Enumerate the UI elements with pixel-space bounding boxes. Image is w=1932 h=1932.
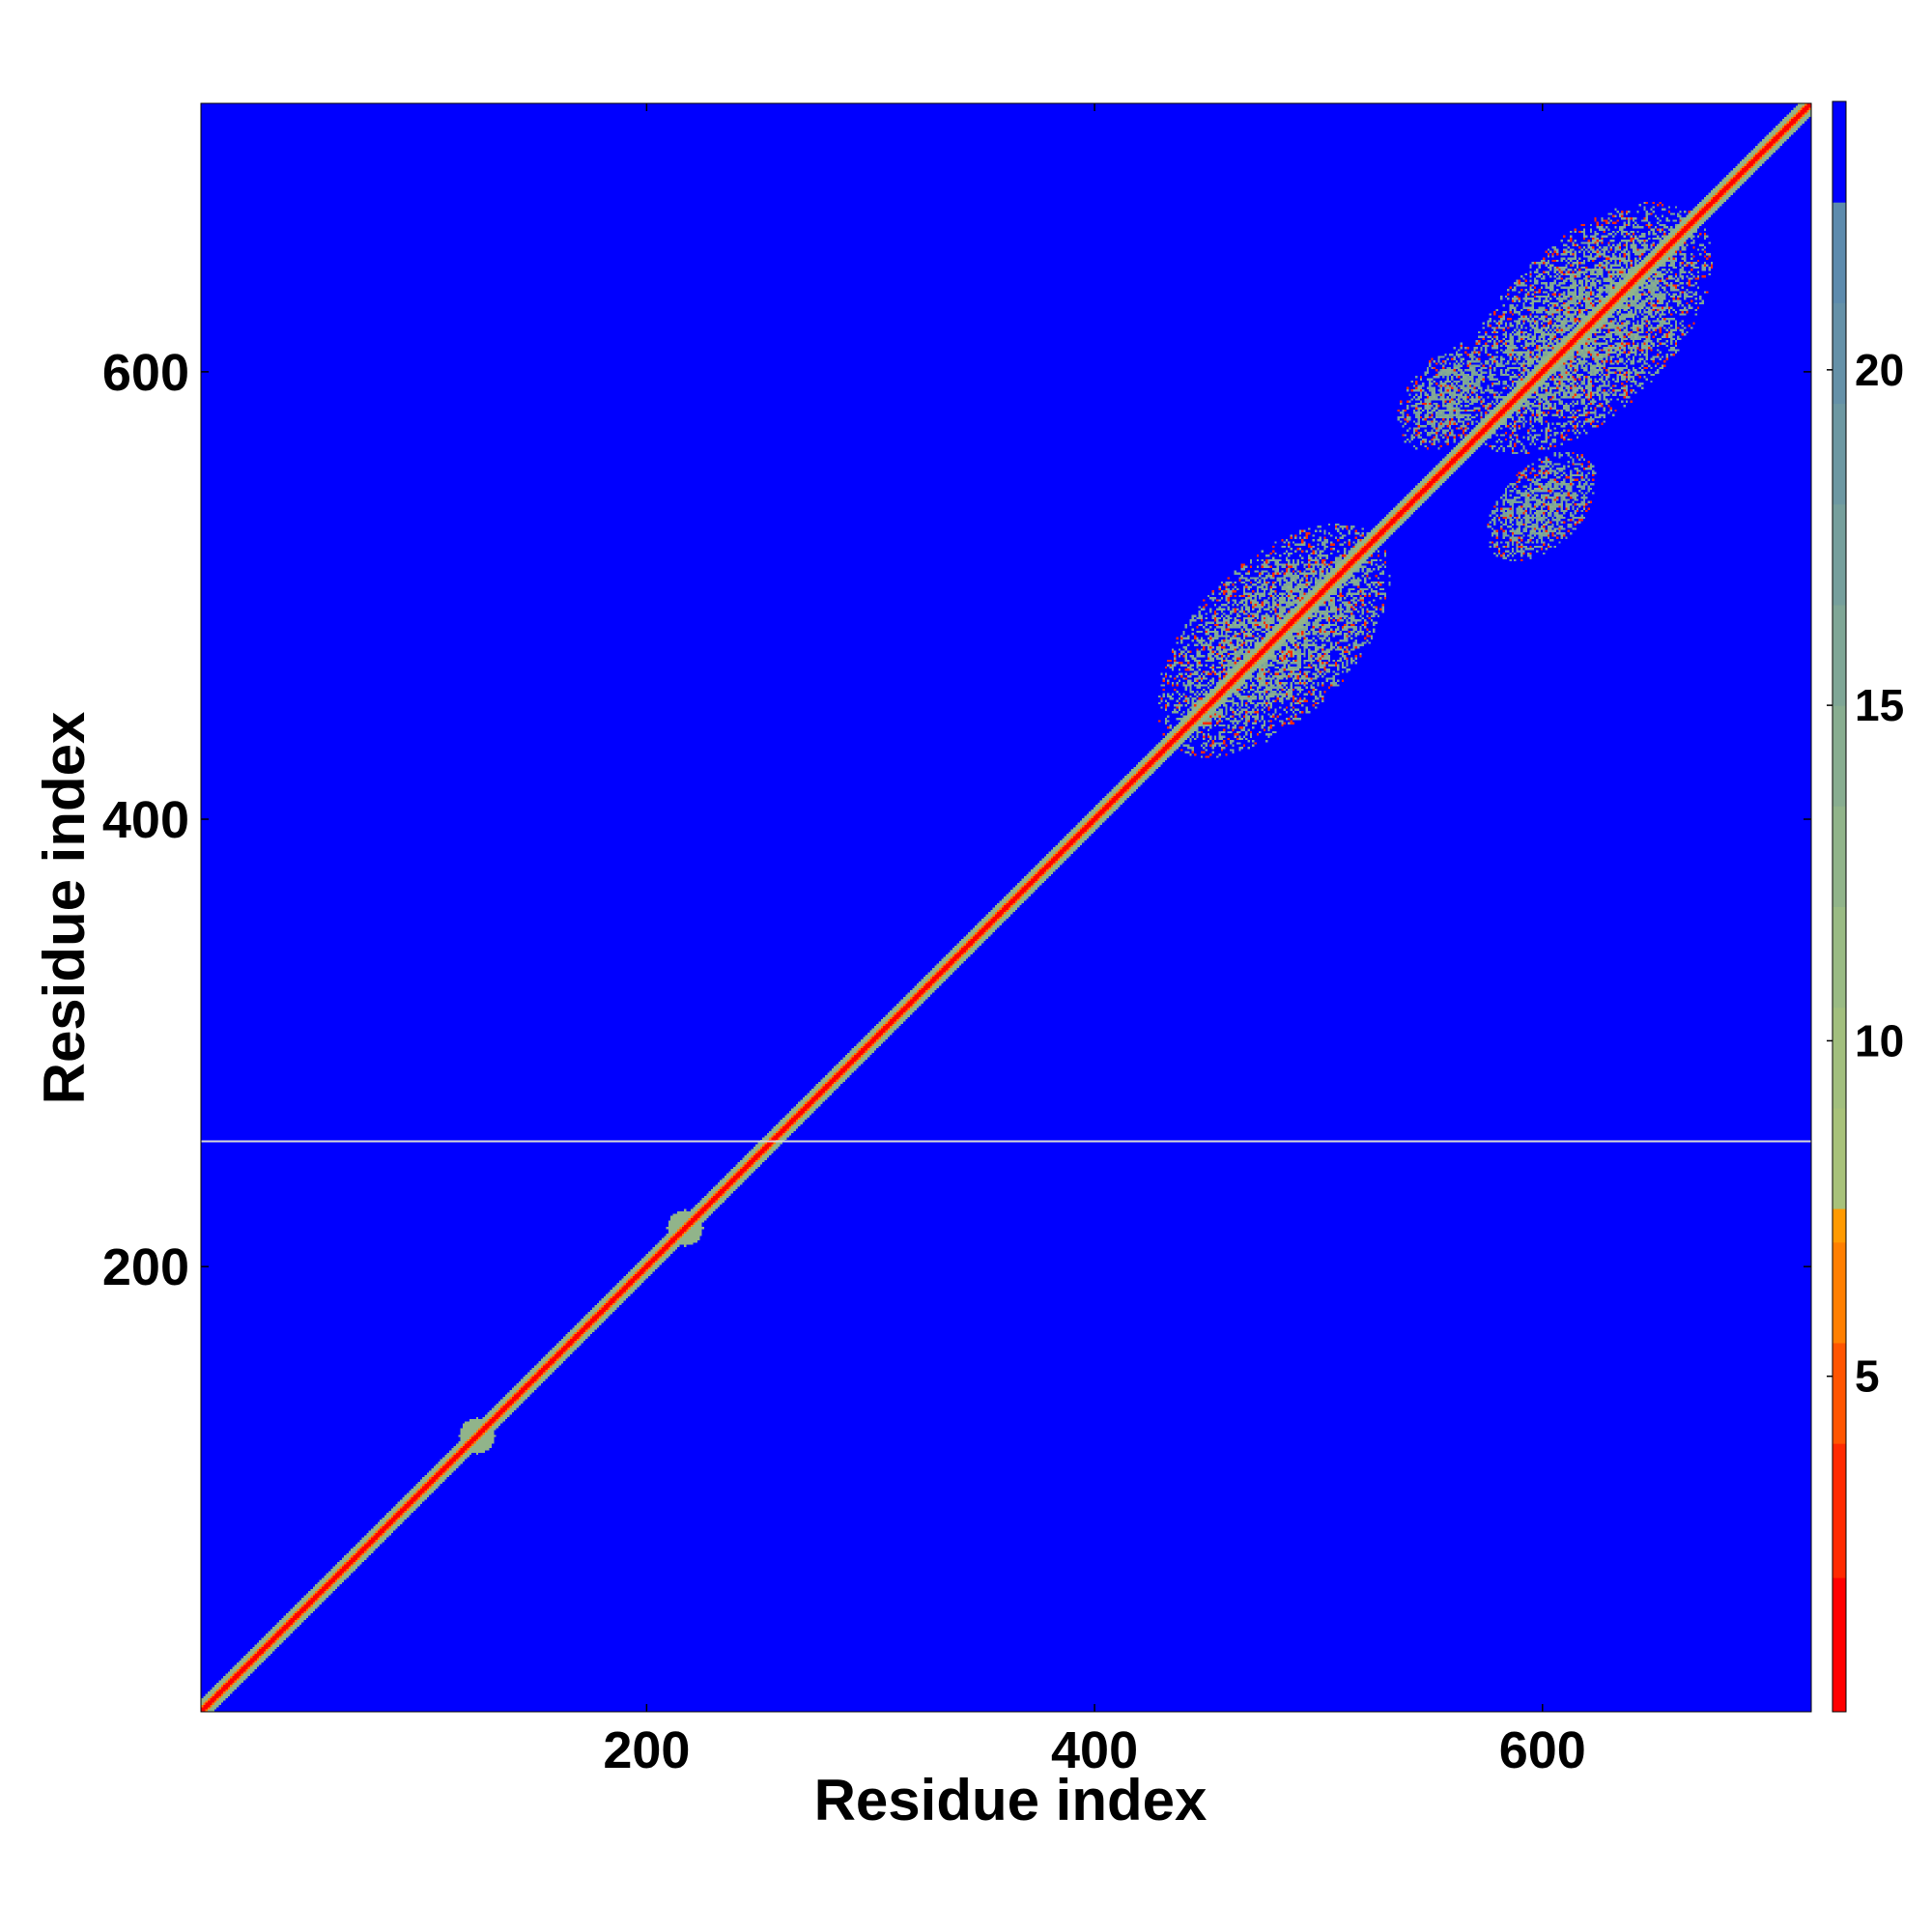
- colorbar-tick-label: 10: [1855, 1015, 1904, 1065]
- colorbar-level: [1833, 1342, 1846, 1444]
- colorbar-tick-label: 5: [1855, 1351, 1880, 1402]
- colorbar-level: [1833, 1208, 1846, 1243]
- colorbar-level: [1833, 202, 1846, 303]
- colorbar-level: [1833, 1577, 1846, 1713]
- x-tick-label: 600: [1499, 1721, 1586, 1779]
- colorbar-level: [1833, 1107, 1846, 1209]
- colorbar-level: [1833, 806, 1846, 907]
- colorbar-level: [1833, 705, 1846, 807]
- x-axis: 200 400 600: [603, 103, 1586, 1779]
- plot-frame: [200, 102, 1812, 1713]
- y-tick-label: 600: [102, 344, 189, 402]
- colorbar-level: [1833, 503, 1846, 606]
- colorbar-level: [1833, 1007, 1846, 1109]
- plot-area: [201, 103, 1811, 1712]
- colorbar-level: [1833, 604, 1846, 706]
- colorbar-level: [1833, 101, 1846, 203]
- y-tick-label: 400: [102, 791, 189, 849]
- colorbar-level: [1833, 403, 1846, 505]
- colorbar-frame: [1832, 100, 1847, 1713]
- colorbar-tick-label: 20: [1855, 345, 1904, 395]
- x-tick-label: 200: [603, 1721, 690, 1779]
- colorbar-level: [1833, 1241, 1846, 1344]
- x-axis-title: Residue index: [814, 1768, 1208, 1833]
- y-axis: 200 400 600: [102, 344, 1811, 1296]
- colorbar-tick-label: 15: [1855, 680, 1904, 730]
- y-axis-title: Residue index: [32, 712, 97, 1105]
- colorbar-level: [1833, 1443, 1846, 1578]
- colorbar: 5 10 15 20: [1827, 100, 1904, 1713]
- colorbar-level: [1833, 906, 1846, 1009]
- colorbar-level: [1833, 302, 1846, 405]
- x-tick-label: 400: [1051, 1721, 1138, 1779]
- plot-overlay: [200, 102, 1812, 1713]
- y-tick-label: 200: [102, 1238, 189, 1296]
- heatmap-image: [201, 103, 1811, 1712]
